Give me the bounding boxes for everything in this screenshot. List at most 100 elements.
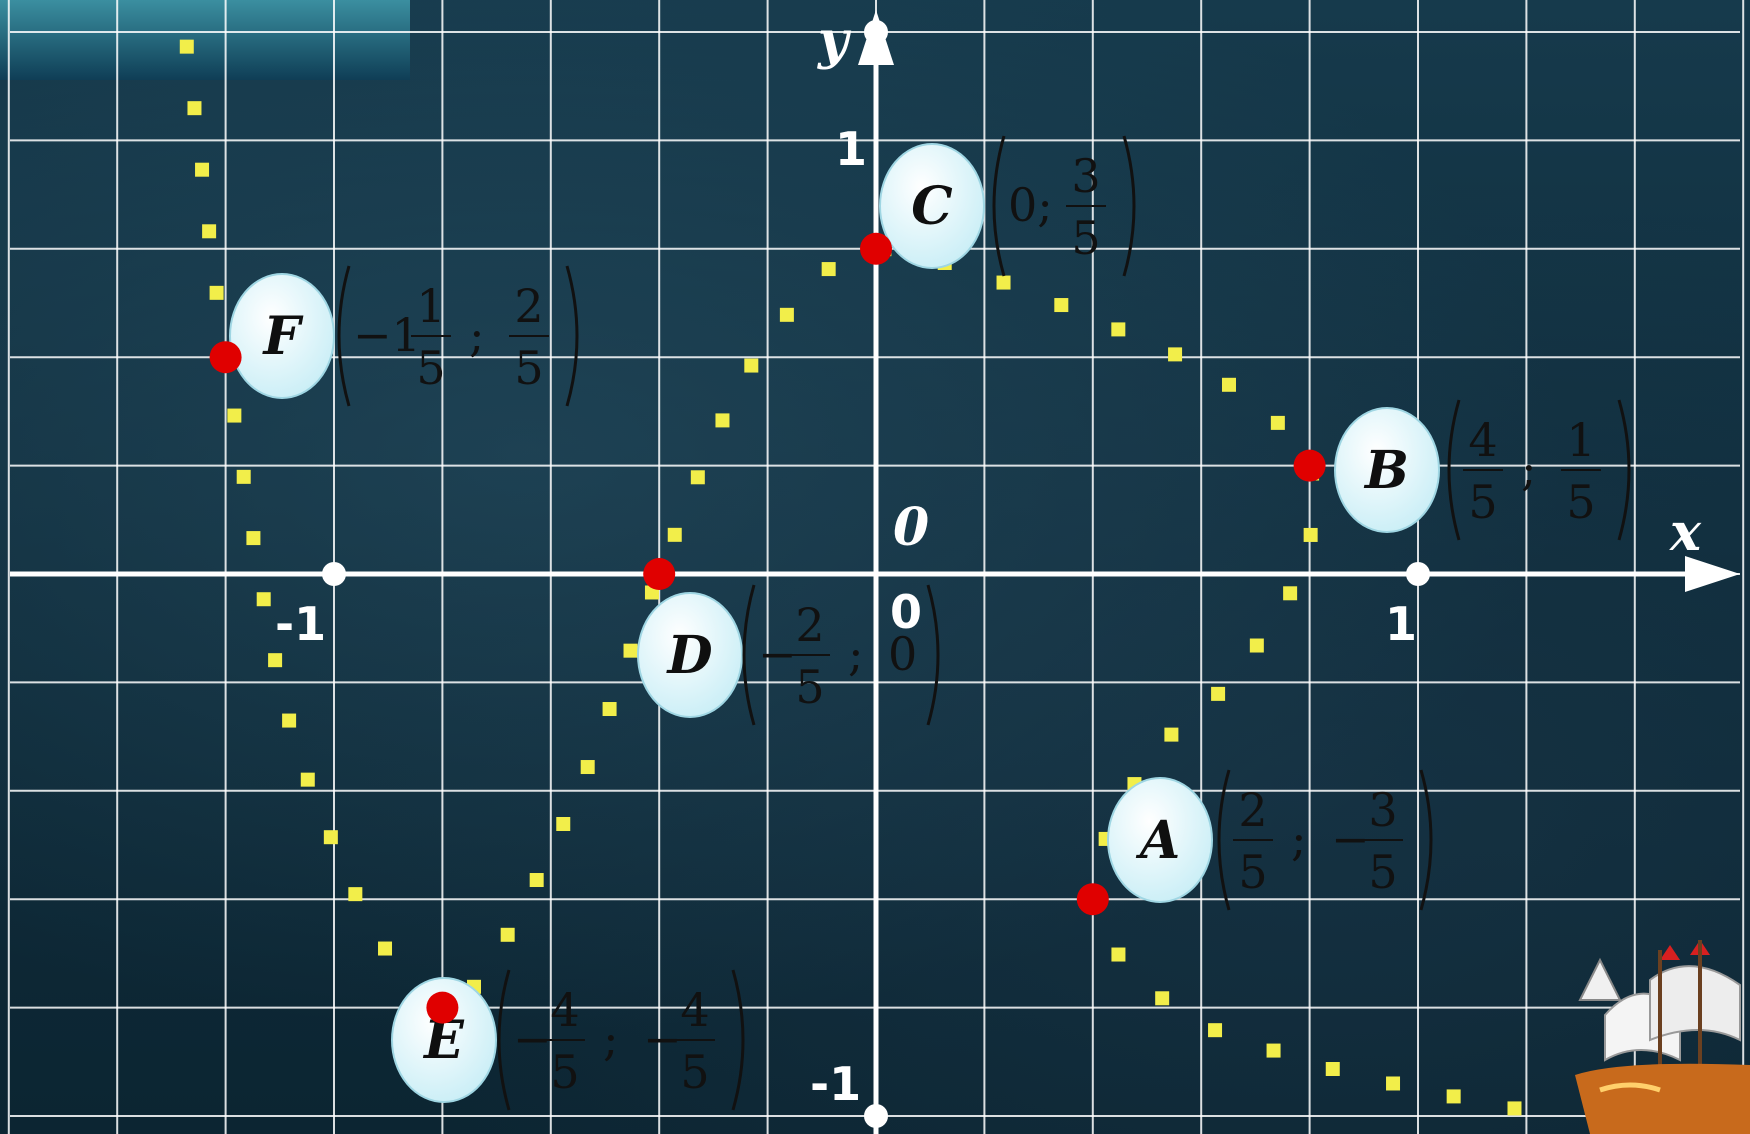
- curve-dot: [667, 527, 682, 542]
- point-letter: F: [262, 306, 304, 367]
- point-letter: D: [665, 625, 712, 686]
- point-marker: [860, 232, 892, 265]
- point-coordinates: −25; 0: [742, 584, 940, 726]
- point-coordinates: 25; −35: [1217, 769, 1433, 911]
- curve-dot: [1168, 347, 1183, 362]
- origin-number: 0: [890, 585, 922, 639]
- coordinate-sign: −1: [353, 308, 421, 362]
- curve-dot: [227, 408, 242, 423]
- left-paren: [742, 584, 756, 726]
- left-paren: [497, 969, 511, 1111]
- point-coordinates: 0; 3 5: [992, 135, 1136, 277]
- point-coordinates: −45; −45: [497, 969, 745, 1111]
- curve-dot: [500, 927, 515, 942]
- right-paren: [731, 969, 745, 1111]
- curve-dot: [1266, 1043, 1281, 1058]
- fraction-numerator: 2: [1238, 783, 1267, 837]
- curve-dot: [529, 873, 544, 888]
- points: A 25; −35B 45;15C 0;35D −25; 0E −45; −45F −115;25: [209, 135, 1631, 1111]
- x-axis-label: x: [1669, 502, 1702, 563]
- curve-dot: [1270, 415, 1285, 430]
- curve-dot: [1249, 638, 1264, 653]
- fraction-denominator: 5: [680, 1045, 709, 1099]
- ship-icon: [1575, 940, 1750, 1134]
- curve-dot: [715, 413, 730, 428]
- curve-dot: [821, 262, 836, 277]
- fraction-denominator: 5: [1468, 475, 1497, 529]
- point-marker: [1076, 883, 1109, 916]
- coordinate-text: ;: [603, 1012, 619, 1066]
- point-coordinates: 4 5; 1 5: [1447, 399, 1631, 541]
- point-coordinates: −11 5; 2 5: [337, 265, 579, 407]
- right-paren: [926, 584, 940, 726]
- fraction-numerator: 1: [416, 279, 445, 333]
- fraction-numerator: 2: [514, 279, 543, 333]
- origin-label: 0: [893, 497, 929, 558]
- coordinate-text: 0: [888, 627, 917, 681]
- x-axis-arrow: [1685, 556, 1740, 592]
- right-paren: [565, 265, 579, 407]
- curve-dot: [1164, 727, 1179, 742]
- unit-tick-marker: [322, 562, 346, 586]
- fraction-numerator: 3: [1368, 783, 1397, 837]
- curve-dot: [580, 760, 595, 775]
- y-axis-label: y: [817, 10, 852, 71]
- coordinate-text: ;: [1291, 812, 1307, 866]
- curve-dot: [1221, 377, 1236, 392]
- curve-dot: [1111, 322, 1126, 337]
- fraction-numerator: 3: [1071, 149, 1100, 203]
- curve-dot: [1155, 991, 1170, 1006]
- fraction-numerator: 4: [550, 983, 579, 1037]
- curve-dot: [378, 941, 393, 956]
- point-letter: B: [1363, 440, 1409, 501]
- fraction-denominator: 5: [1566, 475, 1595, 529]
- point-e: E −45; −45: [391, 969, 745, 1111]
- fraction-denominator: 5: [514, 341, 543, 395]
- point-letter: A: [1135, 810, 1180, 871]
- point-f: F −11 5; 2 5: [209, 265, 579, 407]
- fraction-denominator: 5: [795, 660, 824, 714]
- right-paren: [1122, 135, 1136, 277]
- coordinate-text: ;: [1521, 442, 1537, 496]
- curve-dot: [348, 887, 363, 902]
- curve-dot: [246, 531, 261, 546]
- curve-dot: [1211, 686, 1226, 701]
- fraction-numerator: 4: [680, 983, 709, 1037]
- coordinate-text: 0;: [1008, 178, 1053, 232]
- curve-dot: [1446, 1089, 1461, 1104]
- left-paren: [1447, 399, 1461, 541]
- point-c: C 0; 3 5: [860, 135, 1136, 277]
- right-paren: [1419, 769, 1433, 911]
- curve-dot: [623, 643, 638, 658]
- point-marker: [1293, 449, 1326, 482]
- point-b: B 4 5; 1 5: [1293, 399, 1631, 541]
- fraction-numerator: 4: [1468, 413, 1497, 467]
- curve-dot: [236, 469, 251, 484]
- fraction-numerator: 2: [795, 598, 824, 652]
- unit-tick-marker: [864, 1104, 888, 1128]
- curve-dot: [268, 653, 283, 668]
- sea-thumbnail: [0, 0, 410, 80]
- fraction-numerator: 1: [1566, 413, 1595, 467]
- axes: [10, 10, 1740, 1134]
- point-label-bubble: [391, 977, 497, 1103]
- point-label-bubble: [879, 143, 985, 269]
- curve-dot: [202, 224, 217, 239]
- curve-dot: [1111, 947, 1126, 962]
- fraction-denominator: 5: [1368, 845, 1397, 899]
- curve-dot: [744, 358, 759, 373]
- fraction-denominator: 5: [1238, 845, 1267, 899]
- x-tick-1-label: 1: [1385, 597, 1417, 651]
- curve-dot: [179, 39, 194, 54]
- curve-dot: [556, 817, 571, 832]
- curve-dot: [1507, 1101, 1522, 1116]
- curve-dot: [602, 702, 617, 717]
- left-paren: [992, 135, 1006, 277]
- coordinate-text: ;: [469, 308, 485, 362]
- unit-tick-marker: [864, 20, 888, 44]
- curve-dot: [1303, 527, 1318, 542]
- curve-dot: [690, 470, 705, 485]
- curve-dot: [1386, 1076, 1401, 1091]
